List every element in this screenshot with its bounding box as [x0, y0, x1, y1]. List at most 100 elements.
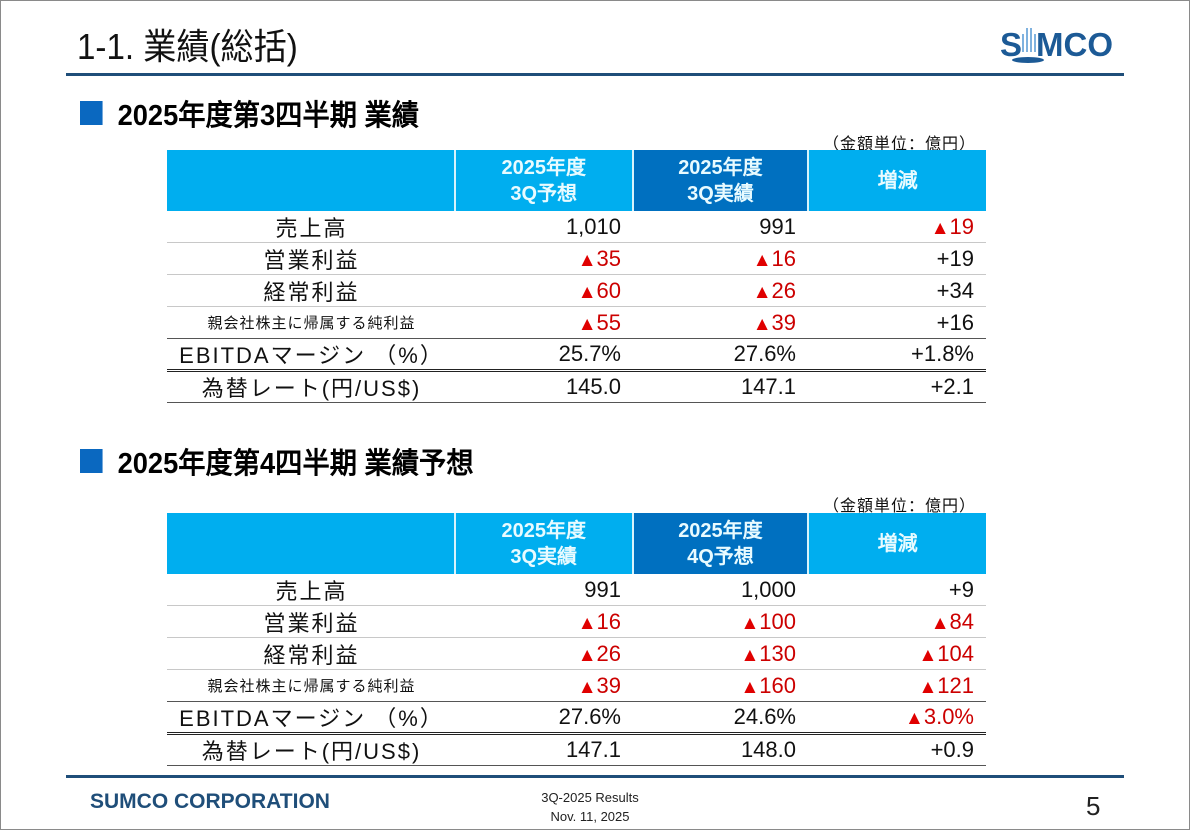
- cell-value-1: 147.1: [565, 737, 621, 762]
- table-row: 親会社株主に帰属する純利益 ▲55 ▲39 +16: [167, 307, 986, 339]
- negative-triangle-icon: ▲: [930, 612, 950, 634]
- row-label: 為替レート(円/US$): [201, 376, 422, 401]
- cell-change: +1.8%: [911, 341, 974, 366]
- header-col-1: 2025年度 3Q予想: [453, 150, 632, 211]
- footer-doc-title: 3Q-2025 Results: [541, 790, 639, 805]
- header-rule: [66, 73, 1124, 76]
- negative-triangle-icon: ▲: [905, 708, 924, 729]
- cell-change: +19: [936, 245, 974, 271]
- table-row: EBITDAマージン （%） 27.6% 24.6% ▲3.0%: [167, 702, 986, 735]
- negative-triangle-icon: ▲: [577, 612, 597, 634]
- cell-change: ▲104: [918, 640, 974, 666]
- cell-value-1: ▲39: [577, 672, 621, 698]
- table-row: 為替レート(円/US$) 147.1 148.0 +0.9: [167, 735, 986, 766]
- cell-value-2: ▲26: [752, 277, 796, 303]
- section1-title-text: 2025年度第3四半期 業績: [117, 100, 420, 132]
- negative-triangle-icon: ▲: [740, 644, 760, 666]
- cell-value-1: ▲55: [577, 309, 621, 335]
- cell-change: +16: [936, 309, 974, 335]
- logo-letter-s: S: [1000, 26, 1023, 63]
- row-label: 営業利益: [263, 610, 360, 636]
- cell-value-2: 147.1: [740, 374, 796, 399]
- row-label: 為替レート(円/US$): [201, 739, 422, 764]
- table-4q-forecast: 2025年度 3Q実績 2025年度 4Q予想 増減 売上高 991 1,000 +9 営業…: [167, 513, 986, 766]
- section1-unit-note: （金額単位：億円）: [822, 136, 976, 153]
- table-row: 営業利益 ▲16 ▲100 ▲84: [167, 606, 986, 638]
- row-label: 売上高: [275, 215, 348, 241]
- table-3q-results: 2025年度 3Q予想 2025年度 3Q実績 増減 売上高 1,010 991 ▲19 営…: [167, 150, 986, 403]
- section2-unit-note: （金額単位：億円）: [822, 498, 976, 515]
- cell-value-2: 27.6%: [733, 341, 796, 366]
- row-label: 親会社株主に帰属する純利益: [207, 678, 416, 695]
- negative-triangle-icon: ▲: [577, 281, 597, 303]
- header-col-3: 増減: [807, 150, 986, 211]
- cell-value-1: 1,010: [565, 213, 621, 239]
- cell-value-2: 991: [759, 213, 796, 239]
- table-row: 売上高 991 1,000 +9: [167, 574, 986, 606]
- header-col-1: 2025年度 3Q実績: [453, 513, 632, 574]
- row-label: 営業利益: [263, 247, 360, 273]
- table-row: 経常利益 ▲26 ▲130 ▲104: [167, 638, 986, 670]
- cell-change: +2.1: [930, 374, 974, 399]
- row-label: 親会社株主に帰属する純利益: [207, 315, 416, 332]
- logo-base-icon: [1012, 57, 1044, 63]
- sumco-logo: S MCO: [1000, 22, 1125, 66]
- row-label: EBITDAマージン （%）: [179, 706, 444, 731]
- cell-value-1: ▲26: [577, 640, 621, 666]
- cell-value-1: 25.7%: [558, 341, 621, 366]
- cell-value-1: 991: [584, 576, 621, 602]
- negative-triangle-icon: ▲: [740, 612, 760, 634]
- square-bullet-icon: [80, 449, 103, 473]
- table-row: 親会社株主に帰属する純利益 ▲39 ▲160 ▲121: [167, 670, 986, 702]
- header-blank: [167, 513, 454, 574]
- header-blank: [167, 150, 454, 211]
- cell-value-2: 148.0: [740, 737, 796, 762]
- cell-change: ▲19: [930, 213, 974, 239]
- negative-triangle-icon: ▲: [577, 249, 597, 271]
- cell-change: +0.9: [930, 737, 974, 762]
- negative-triangle-icon: ▲: [740, 676, 760, 698]
- cell-value-2: ▲160: [740, 672, 796, 698]
- cell-value-1: ▲35: [577, 245, 621, 271]
- footer-rule: [66, 775, 1124, 778]
- cell-value-1: ▲16: [577, 608, 621, 634]
- negative-triangle-icon: ▲: [577, 644, 597, 666]
- header-col-3: 増減: [807, 513, 986, 574]
- row-label: 経常利益: [263, 279, 360, 305]
- page-title: 1-1. 業績(総括): [77, 26, 298, 67]
- cell-value-1: ▲60: [577, 277, 621, 303]
- footer-date: Nov. 11, 2025: [550, 809, 630, 824]
- cell-value-2: ▲100: [740, 608, 796, 634]
- table-row: 為替レート(円/US$) 145.0 147.1 +2.1: [167, 372, 986, 403]
- section2-title-text: 2025年度第4四半期 業績予想: [117, 448, 474, 480]
- negative-triangle-icon: ▲: [752, 313, 772, 335]
- row-label: 売上高: [275, 578, 348, 604]
- header-col-2: 2025年度 4Q予想: [631, 513, 808, 574]
- square-bullet-icon: [80, 101, 103, 125]
- negative-triangle-icon: ▲: [918, 676, 938, 698]
- logo-crystal-icon: [1022, 26, 1036, 52]
- cell-value-2: ▲130: [740, 640, 796, 666]
- cell-value-1: 27.6%: [558, 704, 621, 729]
- table-row: 売上高 1,010 991 ▲19: [167, 211, 986, 243]
- cell-change: ▲84: [930, 608, 974, 634]
- cell-change: +9: [948, 576, 974, 602]
- cell-change: ▲121: [918, 672, 974, 698]
- negative-triangle-icon: ▲: [918, 644, 938, 666]
- row-label: 経常利益: [263, 642, 360, 668]
- negative-triangle-icon: ▲: [577, 676, 597, 698]
- table-header: 2025年度 3Q予想 2025年度 3Q実績 増減: [167, 150, 986, 211]
- cell-value-2: 24.6%: [733, 704, 796, 729]
- negative-triangle-icon: ▲: [752, 249, 772, 271]
- cell-value-2: ▲39: [752, 309, 796, 335]
- footer-company: SUMCO CORPORATION: [90, 790, 330, 813]
- header-col-2: 2025年度 3Q実績: [631, 150, 808, 211]
- table-row: EBITDAマージン （%） 25.7% 27.6% +1.8%: [167, 339, 986, 372]
- row-label: EBITDAマージン （%）: [179, 343, 444, 368]
- table-row: 営業利益 ▲35 ▲16 +19: [167, 243, 986, 275]
- page-number: 5: [1086, 791, 1101, 821]
- negative-triangle-icon: ▲: [577, 313, 597, 335]
- footer-doc-info: 3Q-2025 Results Nov. 11, 2025: [520, 788, 660, 826]
- cell-value-2: 1,000: [740, 576, 796, 602]
- negative-triangle-icon: ▲: [930, 217, 950, 239]
